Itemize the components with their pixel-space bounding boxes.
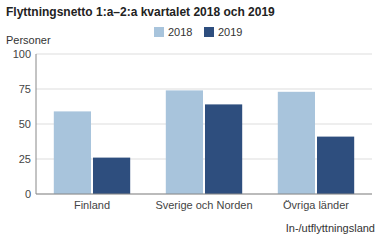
y-axis-line: [36, 54, 37, 194]
x-axis-line: [36, 194, 372, 195]
bar: [166, 90, 203, 194]
x-axis-label: In-/utflyttningsland: [286, 222, 375, 234]
y-tick-label: 75: [19, 83, 31, 95]
bar: [93, 158, 130, 194]
grid-line: [36, 89, 372, 90]
bars: [54, 90, 354, 194]
x-tick-label: Finland: [74, 199, 110, 211]
legend-swatch: [204, 27, 214, 37]
y-axis-label: Personer: [6, 34, 51, 46]
legend-label: 2018: [168, 26, 192, 38]
y-tick-label: 100: [13, 48, 31, 60]
x-tick-label: Sverige och Norden: [155, 199, 252, 211]
grid: [36, 54, 372, 194]
legend-swatch: [154, 27, 164, 37]
chart-svg: Flyttningsnetto 1:a–2:a kvartalet 2018 o…: [0, 0, 381, 238]
grid-line: [36, 194, 372, 195]
chart-container: Flyttningsnetto 1:a–2:a kvartalet 2018 o…: [0, 0, 381, 238]
bar: [205, 104, 242, 194]
bar: [54, 111, 91, 194]
grid-line: [36, 54, 372, 55]
legend: 2018 2019: [154, 26, 242, 38]
x-tick-label: Övriga länder: [283, 199, 349, 211]
bar: [317, 137, 354, 194]
y-tick-label: 50: [19, 118, 31, 130]
y-tick-label: 0: [25, 188, 31, 200]
bar: [278, 92, 315, 194]
y-tick-label: 25: [19, 153, 31, 165]
legend-label: 2019: [218, 26, 242, 38]
title: Flyttningsnetto 1:a–2:a kvartalet 2018 o…: [6, 5, 275, 19]
